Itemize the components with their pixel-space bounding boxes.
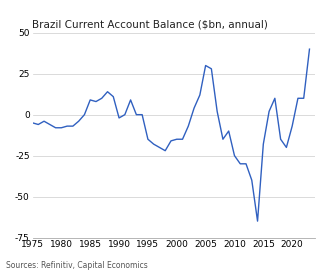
Text: Brazil Current Account Balance ($bn, annual): Brazil Current Account Balance ($bn, ann…: [32, 19, 268, 29]
Text: Sources: Refinitiv, Capital Economics: Sources: Refinitiv, Capital Economics: [6, 261, 148, 270]
